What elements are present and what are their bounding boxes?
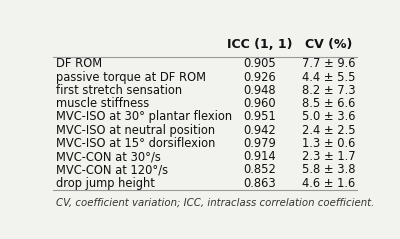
Text: MVC-CON at 30°/s: MVC-CON at 30°/s <box>56 150 161 163</box>
Text: 0.914: 0.914 <box>244 150 276 163</box>
Text: 8.2 ± 7.3: 8.2 ± 7.3 <box>302 84 356 97</box>
Text: MVC-CON at 120°/s: MVC-CON at 120°/s <box>56 163 168 176</box>
Text: 4.4 ± 5.5: 4.4 ± 5.5 <box>302 71 356 84</box>
Text: 2.4 ± 2.5: 2.4 ± 2.5 <box>302 124 356 136</box>
Text: 0.979: 0.979 <box>244 137 276 150</box>
Text: 0.942: 0.942 <box>244 124 276 136</box>
Text: 1.3 ± 0.6: 1.3 ± 0.6 <box>302 137 356 150</box>
Text: MVC-ISO at 15° dorsiflexion: MVC-ISO at 15° dorsiflexion <box>56 137 216 150</box>
Text: DF ROM: DF ROM <box>56 57 102 70</box>
Text: 0.852: 0.852 <box>244 163 276 176</box>
Text: 0.960: 0.960 <box>244 97 276 110</box>
Text: 7.7 ± 9.6: 7.7 ± 9.6 <box>302 57 356 70</box>
Text: first stretch sensation: first stretch sensation <box>56 84 182 97</box>
Text: passive torque at DF ROM: passive torque at DF ROM <box>56 71 206 84</box>
Text: 0.863: 0.863 <box>244 177 276 190</box>
Text: 8.5 ± 6.6: 8.5 ± 6.6 <box>302 97 356 110</box>
Text: muscle stiffness: muscle stiffness <box>56 97 150 110</box>
Text: 4.6 ± 1.6: 4.6 ± 1.6 <box>302 177 356 190</box>
Text: 0.905: 0.905 <box>244 57 276 70</box>
Text: 5.0 ± 3.6: 5.0 ± 3.6 <box>302 110 356 123</box>
Text: MVC-ISO at neutral position: MVC-ISO at neutral position <box>56 124 215 136</box>
Text: 0.951: 0.951 <box>244 110 276 123</box>
Text: ICC (1, 1): ICC (1, 1) <box>227 38 293 51</box>
Text: drop jump height: drop jump height <box>56 177 155 190</box>
Text: 2.3 ± 1.7: 2.3 ± 1.7 <box>302 150 356 163</box>
Text: CV, coefficient variation; ICC, intraclass correlation coefficient.: CV, coefficient variation; ICC, intracla… <box>56 198 374 208</box>
Text: CV (%): CV (%) <box>305 38 353 51</box>
Text: 5.8 ± 3.8: 5.8 ± 3.8 <box>302 163 356 176</box>
Text: 0.926: 0.926 <box>244 71 276 84</box>
Text: MVC-ISO at 30° plantar flexion: MVC-ISO at 30° plantar flexion <box>56 110 232 123</box>
Text: 0.948: 0.948 <box>244 84 276 97</box>
